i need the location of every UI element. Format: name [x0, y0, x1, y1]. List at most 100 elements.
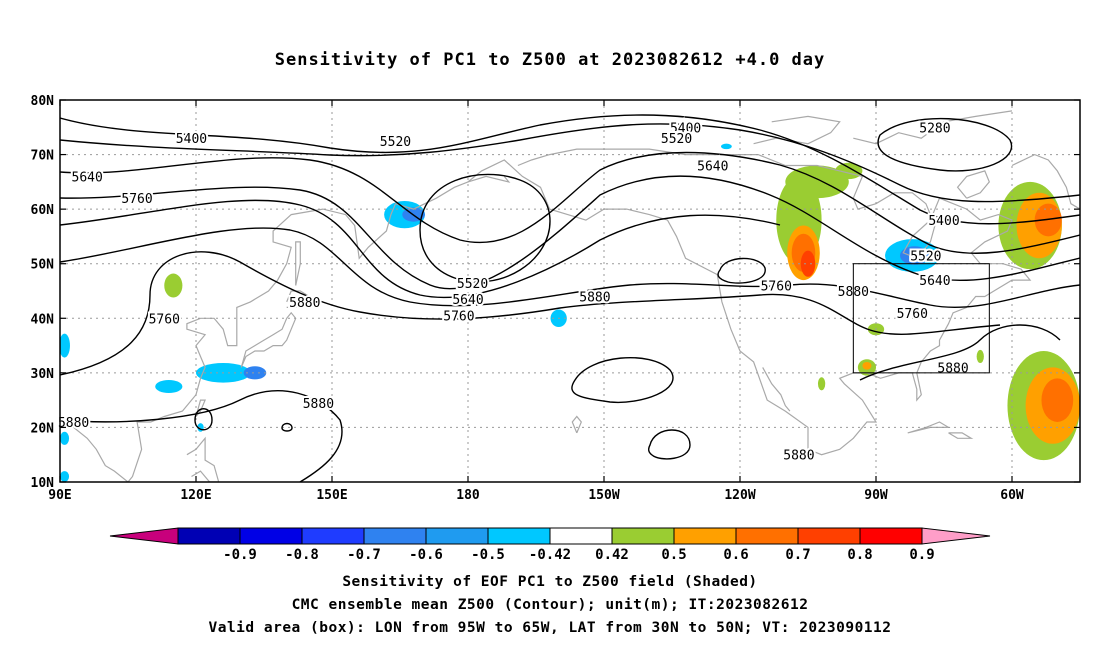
lat-axis-label: 80N [31, 94, 55, 109]
footer-contour-description: CMC ensemble mean Z500 (Contour); unit(m… [291, 597, 809, 613]
colorbar-label: 0.6 [723, 547, 748, 563]
shaded-region [60, 471, 70, 482]
colorbar-box [859, 527, 923, 545]
shaded-region [900, 246, 930, 265]
coastline [467, 148, 1032, 456]
contour-label: 5880 [289, 296, 320, 311]
footer-shading-description: Sensitivity of EOF PC1 to Z500 field (Sh… [342, 574, 758, 590]
contour-line [717, 257, 766, 284]
z500-contours [60, 114, 1080, 482]
contour-line [571, 357, 674, 404]
contour-label: 5520 [380, 135, 411, 150]
contour-label: 5760 [897, 307, 928, 322]
contour-line [60, 227, 1080, 309]
lat-axis-label: 30N [31, 367, 55, 382]
shaded-region [720, 143, 732, 150]
contour-label: 5400 [176, 132, 207, 147]
coastline [753, 115, 841, 145]
coastline [571, 415, 582, 434]
chart-title: Sensitivity of PC1 to Z500 at 2023082612… [274, 50, 826, 70]
contour-label: 5880 [579, 290, 610, 305]
coastline [907, 421, 951, 434]
contour-line [281, 422, 293, 432]
contour-line [60, 390, 343, 482]
contour-label: 5520 [661, 132, 692, 147]
coastline-layer [60, 110, 1080, 482]
contour-label: 5520 [457, 277, 488, 292]
contour-label: 5280 [919, 121, 950, 136]
shaded-region [785, 165, 849, 199]
lat-axis-label: 60N [31, 203, 55, 218]
contour-label: 5400 [928, 214, 959, 229]
coastline [295, 241, 301, 286]
gridlines [60, 100, 1080, 482]
colorbar-box [239, 527, 303, 545]
shaded-region [1034, 203, 1062, 237]
lon-axis-label: 150W [588, 488, 619, 503]
contour-line [60, 151, 1080, 254]
coastline [240, 311, 297, 368]
colorbar-label: 0.42 [595, 547, 629, 563]
contour-line [194, 408, 213, 431]
colorbar-box [363, 527, 427, 545]
colorbar-label: 0.8 [847, 547, 872, 563]
contour-label: 5640 [72, 170, 103, 185]
contour-line [60, 199, 781, 299]
coastline [956, 170, 990, 199]
lon-axis-label: 120E [180, 488, 211, 503]
shaded-region [243, 366, 267, 380]
contour-label: 5760 [761, 280, 792, 295]
contour-label: 5400 [670, 121, 701, 136]
colorbar-high-triangle [921, 527, 991, 545]
lat-axis-label: 20N [31, 421, 55, 436]
lat-axis-label: 10N [31, 476, 55, 491]
colorbar-box [735, 527, 799, 545]
colorbar-label: -0.8 [285, 547, 319, 563]
contour-label: 5640 [452, 293, 483, 308]
shaded-region [60, 431, 70, 445]
contour-label: 5880 [937, 361, 968, 376]
colorbar-box [487, 527, 551, 545]
contour-label: 5880 [303, 397, 334, 412]
colorbar-box [797, 527, 861, 545]
colorbar-label: -0.6 [409, 547, 443, 563]
contour-label: 5760 [149, 312, 180, 327]
shaded-region [862, 361, 872, 370]
contour-label: 5520 [910, 250, 941, 265]
lon-axis-label: 60W [1000, 488, 1024, 503]
shaded-region [817, 377, 826, 391]
lon-axis-label: 180 [456, 488, 480, 503]
contour-line [60, 175, 1080, 290]
contour-label: 5760 [443, 310, 474, 325]
colorbar-label: -0.42 [529, 547, 571, 563]
shaded-region [60, 333, 70, 358]
lon-axis-label: 90W [864, 488, 888, 503]
colorbar-label: 0.9 [909, 547, 934, 563]
lon-axis-label: 120W [724, 488, 755, 503]
contour-label: 5880 [783, 449, 814, 464]
coastline [1011, 153, 1080, 210]
colorbar-box [673, 527, 737, 545]
coastline [762, 367, 791, 412]
colorbar-label: -0.5 [471, 547, 505, 563]
shaded-region [164, 273, 183, 298]
shaded-region [976, 349, 984, 364]
coastline [948, 432, 974, 439]
plot-frame [59, 99, 1081, 483]
coastline [186, 436, 220, 482]
contour-label: 5640 [919, 274, 950, 289]
contour-line [60, 114, 1080, 225]
contour-line [647, 429, 691, 460]
lon-axis-label: 90E [48, 488, 71, 503]
colorbar-label: -0.7 [347, 547, 381, 563]
contour-line [60, 123, 1080, 203]
contour-label: 5880 [58, 416, 89, 431]
colorbar: -0.9 -0.8 -0.7 -0.6 -0.5 -0.42 0.42 0.5 0.6 0.7 0.… [109, 527, 991, 563]
contour-label: 5640 [697, 159, 728, 174]
contour-line [419, 173, 551, 283]
shaded-region [1041, 378, 1074, 422]
lon-axis-label: 150E [316, 488, 347, 503]
colorbar-low-triangle [109, 527, 179, 545]
colorbar-label: 0.5 [661, 547, 686, 563]
